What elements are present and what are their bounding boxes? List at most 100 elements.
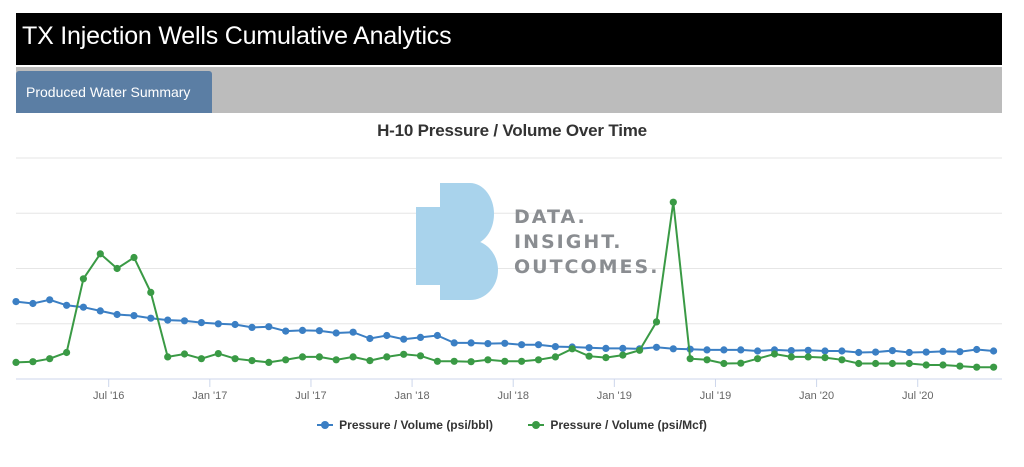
data-point[interactable] (349, 328, 357, 336)
data-point[interactable] (568, 345, 576, 353)
data-point[interactable] (433, 331, 441, 340)
data-point[interactable] (63, 348, 71, 357)
data-point[interactable] (703, 346, 711, 354)
data-point[interactable] (96, 250, 104, 258)
data-point[interactable] (416, 352, 425, 360)
data-point[interactable] (652, 318, 661, 326)
data-point[interactable] (130, 312, 138, 320)
data-point[interactable] (332, 329, 340, 337)
data-point[interactable] (416, 333, 425, 341)
data-point[interactable] (838, 347, 846, 355)
data-point[interactable] (46, 355, 54, 363)
data-point[interactable] (113, 310, 121, 319)
data-point[interactable] (804, 346, 812, 354)
tab-produced-water-summary[interactable]: Produced Water Summary (16, 71, 212, 113)
data-point[interactable] (855, 348, 863, 357)
data-point[interactable] (686, 355, 694, 363)
data-point[interactable] (720, 359, 728, 368)
data-point[interactable] (248, 323, 256, 331)
data-point[interactable] (450, 357, 458, 365)
data-point[interactable] (619, 344, 627, 352)
data-point[interactable] (956, 348, 964, 356)
data-point[interactable] (737, 359, 745, 367)
data-point[interactable] (231, 355, 239, 363)
data-point[interactable] (838, 356, 846, 364)
legend-item-psi-bbl[interactable]: Pressure / Volume (psi/bbl) (317, 418, 493, 432)
data-point[interactable] (450, 339, 458, 347)
data-point[interactable] (754, 355, 762, 363)
data-point[interactable] (164, 316, 172, 324)
data-point[interactable] (484, 340, 492, 348)
data-point[interactable] (754, 347, 762, 355)
data-point[interactable] (366, 357, 374, 365)
data-point[interactable] (990, 363, 998, 371)
data-point[interactable] (804, 353, 812, 361)
data-point[interactable] (872, 359, 880, 368)
data-point[interactable] (349, 353, 357, 361)
data-point[interactable] (905, 348, 913, 357)
data-point[interactable] (652, 343, 661, 351)
data-point[interactable] (164, 353, 172, 361)
data-point[interactable] (332, 356, 340, 364)
data-point[interactable] (922, 361, 930, 369)
data-point[interactable] (400, 335, 408, 343)
data-point[interactable] (619, 351, 627, 359)
data-point[interactable] (282, 327, 290, 335)
data-point[interactable] (787, 353, 795, 361)
data-point[interactable] (939, 361, 947, 369)
data-point[interactable] (298, 326, 307, 334)
data-point[interactable] (855, 359, 863, 368)
data-point[interactable] (973, 345, 981, 354)
data-point[interactable] (669, 345, 677, 353)
data-point[interactable] (96, 307, 104, 315)
data-point[interactable] (383, 353, 391, 361)
data-point[interactable] (79, 303, 87, 311)
data-point[interactable] (248, 357, 256, 365)
data-point[interactable] (787, 347, 795, 355)
data-point[interactable] (518, 341, 526, 349)
data-point[interactable] (12, 358, 20, 366)
data-point[interactable] (888, 347, 897, 355)
data-point[interactable] (197, 319, 205, 327)
data-point[interactable] (922, 348, 930, 356)
data-point[interactable] (12, 298, 20, 306)
data-point[interactable] (990, 347, 998, 355)
data-point[interactable] (585, 344, 593, 352)
data-point[interactable] (180, 317, 189, 325)
data-point[interactable] (282, 356, 290, 364)
data-point[interactable] (703, 356, 711, 364)
data-point[interactable] (147, 314, 155, 322)
data-point[interactable] (366, 334, 374, 343)
data-point[interactable] (130, 253, 138, 262)
data-point[interactable] (113, 264, 121, 273)
data-point[interactable] (315, 353, 323, 361)
data-point[interactable] (383, 331, 391, 340)
data-point[interactable] (180, 350, 189, 358)
data-point[interactable] (433, 357, 441, 365)
data-point[interactable] (939, 347, 947, 355)
data-point[interactable] (669, 198, 677, 206)
data-point[interactable] (602, 344, 610, 352)
data-point[interactable] (265, 323, 273, 331)
data-point[interactable] (400, 350, 408, 358)
data-point[interactable] (214, 350, 222, 358)
data-point[interactable] (265, 358, 273, 366)
data-point[interactable] (501, 357, 509, 365)
data-point[interactable] (770, 350, 779, 358)
data-point[interactable] (534, 356, 543, 364)
data-point[interactable] (518, 357, 526, 365)
data-point[interactable] (720, 346, 728, 354)
data-point[interactable] (551, 353, 560, 361)
data-point[interactable] (484, 356, 492, 364)
data-point[interactable] (973, 363, 981, 371)
data-point[interactable] (602, 354, 610, 362)
data-point[interactable] (872, 348, 880, 356)
data-point[interactable] (888, 359, 897, 368)
data-point[interactable] (467, 339, 475, 347)
data-point[interactable] (63, 301, 71, 309)
legend-item-psi-mcf[interactable]: Pressure / Volume (psi/Mcf) (528, 418, 707, 432)
data-point[interactable] (821, 347, 829, 355)
data-point[interactable] (501, 339, 509, 347)
data-point[interactable] (29, 358, 37, 366)
data-point[interactable] (737, 346, 745, 354)
